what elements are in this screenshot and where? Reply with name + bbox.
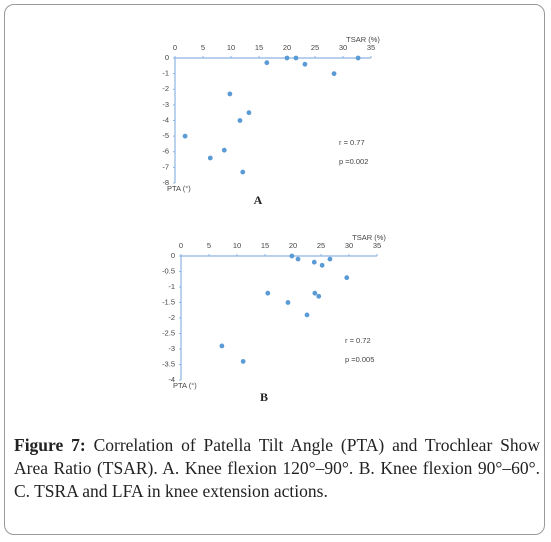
point [293, 55, 299, 61]
x-tick-label: 30 [345, 241, 353, 250]
x-tick-label: 0 [179, 241, 183, 250]
y-tick-label: 0 [165, 53, 169, 62]
caption-label: Figure 7: [14, 435, 86, 455]
x-tick-label: 30 [339, 43, 347, 52]
panel-label: A [254, 193, 263, 207]
point [219, 343, 225, 349]
y-tick-label: -4 [162, 115, 169, 124]
y-tick-label: -4 [168, 375, 175, 384]
point [311, 259, 317, 265]
point [264, 60, 270, 66]
y-tick-label: -2.5 [162, 328, 175, 337]
y-tick-label: -3 [162, 100, 169, 109]
annotation: p =0.005 [345, 355, 374, 364]
y-tick-label: 0 [171, 251, 175, 260]
y-tick-label: -6 [162, 147, 169, 156]
annotation: p =0.002 [339, 157, 368, 166]
point [237, 118, 243, 123]
point [295, 256, 301, 262]
point [182, 133, 188, 139]
x-tick-label: 5 [207, 241, 211, 250]
point [316, 293, 322, 299]
y-tick-label: -2 [168, 313, 175, 322]
y-tick-label: -3.5 [162, 359, 175, 368]
point [265, 290, 271, 296]
x-tick-label: 15 [261, 241, 269, 250]
y-tick-label: -7 [162, 162, 169, 171]
point [302, 61, 308, 67]
x-tick-label: 25 [317, 241, 325, 250]
point [240, 169, 246, 175]
x-tick-label: 10 [227, 43, 235, 52]
y-axis-title: PTA (°) [167, 184, 191, 193]
caption-text: Correlation of Patella Tilt Angle (PTA) … [14, 435, 540, 501]
y-tick-label: -1 [162, 69, 169, 78]
x-tick-label: 20 [289, 241, 297, 250]
x-tick-label: 10 [233, 241, 241, 250]
point [327, 256, 333, 262]
x-tick-label: 20 [283, 43, 291, 52]
y-tick-label: -5 [162, 131, 169, 140]
y-tick-label: -0.5 [162, 266, 175, 275]
annotation: r = 0.77 [339, 138, 365, 147]
y-tick-label: -1.5 [162, 297, 175, 306]
point [221, 147, 227, 153]
annotation: r = 0.72 [345, 336, 371, 345]
point [240, 359, 246, 364]
x-axis-title: TSAR (%) [352, 233, 386, 242]
y-tick-label: -1 [168, 282, 175, 291]
x-tick-label: 15 [255, 43, 263, 52]
point [304, 312, 310, 318]
y-axis-title: PTA (°) [173, 381, 197, 390]
x-tick-label: 35 [373, 241, 381, 250]
x-tick-label: 0 [173, 43, 177, 52]
point [207, 155, 213, 161]
panel-label: B [260, 390, 268, 404]
caption: Figure 7: Correlation of Patella Tilt An… [14, 434, 540, 503]
x-tick-label: 35 [367, 43, 375, 52]
point [246, 110, 252, 116]
x-axis-title: TSAR (%) [346, 35, 380, 44]
x-tick-label: 25 [311, 43, 319, 52]
y-tick-label: -8 [162, 178, 169, 187]
point [344, 275, 350, 281]
point [289, 253, 295, 259]
point [227, 91, 233, 97]
point [331, 71, 337, 77]
y-tick-label: -2 [162, 84, 169, 93]
figure-frame [4, 4, 545, 535]
y-tick-label: -3 [168, 344, 175, 353]
point [285, 300, 291, 305]
point [355, 55, 361, 61]
x-tick-label: 5 [201, 43, 205, 52]
point [319, 262, 325, 268]
point [284, 55, 290, 61]
point [312, 290, 318, 296]
charts: 0 5 10 15 20 25 30 35 0 -1 -2 -3 -4 -5 -6 -7 -8 TSAR (%) P… [162, 35, 386, 404]
